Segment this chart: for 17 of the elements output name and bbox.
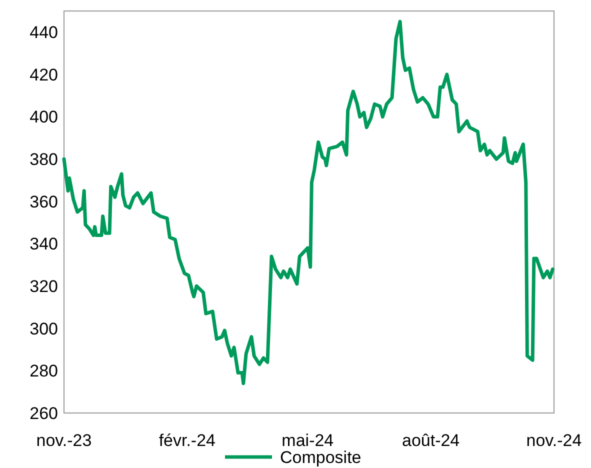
y-tick-label: 280 [30, 362, 58, 381]
x-tick-label: août-24 [402, 431, 460, 450]
y-tick-label: 300 [30, 319, 58, 338]
legend-label: Composite [280, 448, 362, 467]
x-tick-label: nov.-24 [526, 431, 582, 450]
x-tick-label: nov.-23 [36, 431, 92, 450]
y-tick-label: 400 [30, 108, 58, 127]
y-tick-label: 420 [30, 65, 58, 84]
y-tick-label: 320 [30, 277, 58, 296]
y-tick-label: 380 [30, 150, 58, 170]
y-tick-label: 340 [30, 234, 58, 254]
x-tick-label: févr.-24 [158, 431, 216, 450]
x-tick-label: mai-24 [282, 431, 334, 450]
y-tick-label: 440 [30, 23, 58, 42]
y-tick-label: 260 [30, 404, 58, 423]
line-series [62, 20, 554, 386]
y-tick-label: 360 [30, 192, 58, 212]
